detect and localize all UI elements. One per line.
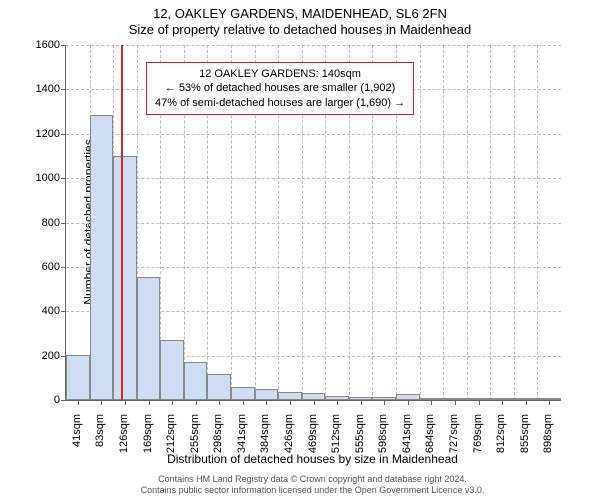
ytick-mark	[61, 45, 66, 46]
histogram-bar	[137, 277, 161, 400]
xtick-label: 384sqm	[259, 414, 271, 474]
histogram-bar	[113, 156, 137, 400]
xtick-mark	[125, 400, 126, 405]
ytick-mark	[61, 400, 66, 401]
property-marker-line	[121, 45, 123, 400]
gridline-h	[66, 134, 561, 135]
xtick-mark	[172, 400, 173, 405]
xtick-label: 684sqm	[424, 414, 436, 474]
chart-container: 12, OAKLEY GARDENS, MAIDENHEAD, SL6 2FN …	[0, 0, 600, 500]
histogram-bar	[278, 392, 302, 400]
xtick-label: 469sqm	[307, 414, 319, 474]
xtick-mark	[101, 400, 102, 405]
gridline-v	[537, 45, 538, 400]
title-main: 12, OAKLEY GARDENS, MAIDENHEAD, SL6 2FN	[0, 6, 600, 21]
ytick-label: 1000	[0, 172, 60, 184]
xtick-mark	[479, 400, 480, 405]
xtick-mark	[361, 400, 362, 405]
footer-attribution: Contains HM Land Registry data © Crown c…	[65, 474, 560, 496]
ytick-label: 0	[0, 394, 60, 406]
gridline-v	[490, 45, 491, 400]
xtick-label: 83sqm	[94, 414, 106, 474]
xtick-label: 855sqm	[519, 414, 531, 474]
ytick-label: 800	[0, 217, 60, 229]
ytick-mark	[61, 223, 66, 224]
callout-line: 47% of semi-detached houses are larger (…	[155, 96, 405, 110]
xtick-mark	[431, 400, 432, 405]
xtick-label: 898sqm	[542, 414, 554, 474]
xtick-mark	[243, 400, 244, 405]
xtick-mark	[149, 400, 150, 405]
callout-line: 12 OAKLEY GARDENS: 140sqm	[155, 67, 405, 81]
histogram-bar	[255, 389, 279, 400]
xtick-mark	[196, 400, 197, 405]
callout-line: ← 53% of detached houses are smaller (1,…	[155, 81, 405, 95]
gridline-v	[467, 45, 468, 400]
ytick-mark	[61, 134, 66, 135]
xtick-label: 555sqm	[354, 414, 366, 474]
footer-line: Contains HM Land Registry data © Crown c…	[65, 474, 560, 485]
ytick-label: 1600	[0, 39, 60, 51]
xtick-mark	[78, 400, 79, 405]
ytick-label: 1200	[0, 128, 60, 140]
histogram-bar	[302, 393, 326, 400]
ytick-label: 400	[0, 305, 60, 317]
gridline-h	[66, 223, 561, 224]
footer-line: Contains public sector information licen…	[65, 485, 560, 496]
ytick-label: 200	[0, 350, 60, 362]
xtick-label: 126sqm	[118, 414, 130, 474]
histogram-bar	[66, 355, 90, 400]
ytick-mark	[61, 267, 66, 268]
xtick-mark	[526, 400, 527, 405]
title-sub: Size of property relative to detached ho…	[0, 22, 600, 37]
gridline-h	[66, 178, 561, 179]
xtick-mark	[266, 400, 267, 405]
xtick-mark	[384, 400, 385, 405]
ytick-label: 600	[0, 261, 60, 273]
ytick-mark	[61, 311, 66, 312]
xtick-label: 212sqm	[165, 414, 177, 474]
gridline-v	[443, 45, 444, 400]
xtick-mark	[408, 400, 409, 405]
xtick-label: 812sqm	[495, 414, 507, 474]
marker-callout: 12 OAKLEY GARDENS: 140sqm ← 53% of detac…	[146, 62, 414, 115]
histogram-bar	[231, 387, 255, 400]
xtick-mark	[219, 400, 220, 405]
xtick-mark	[337, 400, 338, 405]
xtick-label: 41sqm	[71, 414, 83, 474]
xtick-mark	[290, 400, 291, 405]
histogram-bar	[160, 340, 184, 400]
gridline-h	[66, 45, 561, 46]
plot-area: 12 OAKLEY GARDENS: 140sqm ← 53% of detac…	[65, 45, 561, 401]
xtick-label: 255sqm	[189, 414, 201, 474]
xtick-label: 727sqm	[448, 414, 460, 474]
xtick-mark	[502, 400, 503, 405]
xtick-label: 769sqm	[472, 414, 484, 474]
xtick-label: 298sqm	[212, 414, 224, 474]
xtick-label: 341sqm	[236, 414, 248, 474]
xtick-mark	[314, 400, 315, 405]
histogram-bar	[207, 374, 231, 400]
xtick-label: 169sqm	[142, 414, 154, 474]
gridline-v	[514, 45, 515, 400]
ytick-mark	[61, 178, 66, 179]
xtick-label: 426sqm	[283, 414, 295, 474]
xtick-label: 641sqm	[401, 414, 413, 474]
histogram-bar	[90, 115, 114, 400]
xtick-label: 598sqm	[377, 414, 389, 474]
gridline-v	[420, 45, 421, 400]
ytick-mark	[61, 89, 66, 90]
xtick-mark	[455, 400, 456, 405]
histogram-bar	[184, 362, 208, 400]
ytick-label: 1400	[0, 83, 60, 95]
xtick-mark	[549, 400, 550, 405]
xtick-label: 512sqm	[330, 414, 342, 474]
gridline-h	[66, 267, 561, 268]
